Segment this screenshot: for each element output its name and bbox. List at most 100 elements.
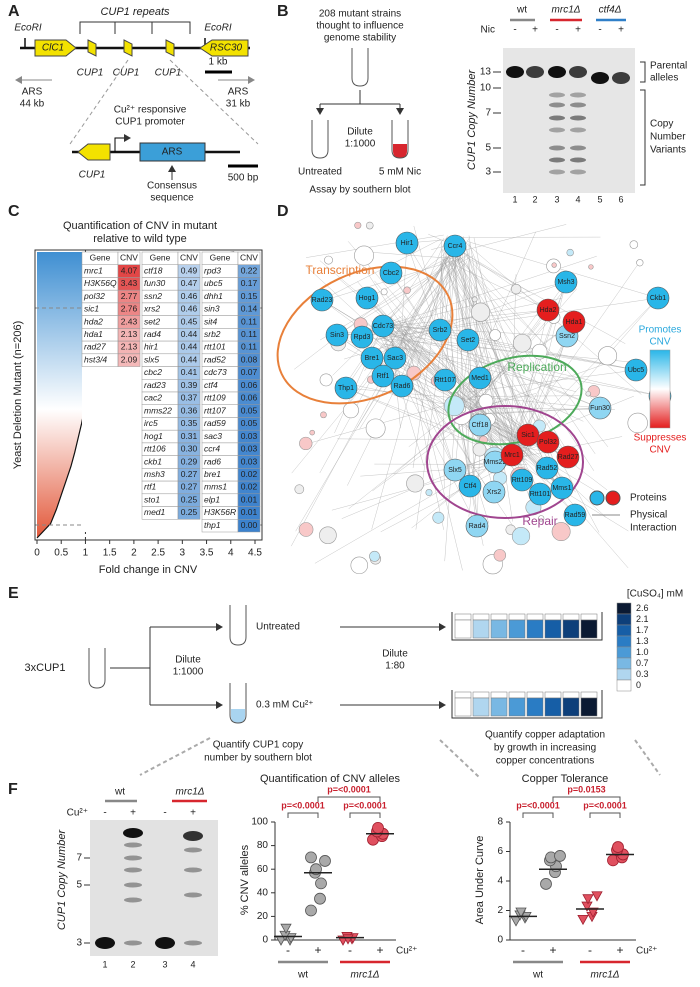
shape	[139, 142, 206, 162]
interaction	[347, 248, 465, 486]
point	[582, 894, 594, 905]
gene: rtt109	[204, 393, 226, 403]
gene: rad52	[204, 354, 226, 364]
gene: hog1	[144, 431, 163, 441]
node	[536, 298, 560, 322]
node	[627, 412, 648, 434]
interaction	[439, 245, 452, 331]
band	[549, 92, 565, 98]
cnv-value: 0.01	[241, 494, 258, 504]
node	[500, 443, 524, 467]
label: 5	[597, 194, 602, 204]
interaction	[306, 267, 382, 336]
interaction	[473, 237, 516, 453]
band	[123, 828, 143, 838]
cnv-value: 0.41	[181, 367, 198, 377]
well	[454, 697, 472, 717]
interaction	[467, 241, 659, 299]
gene: rad6	[204, 456, 221, 466]
gene: ctf18	[144, 265, 163, 275]
gene: cdc73	[204, 367, 227, 377]
bracket	[349, 812, 381, 818]
label: 1:1000	[173, 667, 204, 678]
cnv-value: 0.27	[181, 482, 198, 492]
gene: H3K56R	[204, 507, 236, 517]
interaction	[291, 242, 456, 547]
band	[549, 115, 565, 121]
x-tick-label: 3.5	[200, 548, 214, 559]
node	[566, 248, 574, 257]
label: mrc1Δ	[351, 970, 380, 981]
scale-cell	[616, 657, 632, 670]
band	[124, 842, 142, 848]
interaction	[314, 451, 508, 564]
label: CUP1 promoter	[115, 117, 185, 128]
label: Replication	[507, 360, 566, 374]
well	[580, 697, 598, 717]
point	[612, 841, 624, 853]
interaction	[400, 245, 456, 339]
interaction	[382, 256, 448, 327]
node	[334, 376, 358, 400]
label: Cu²⁺	[636, 946, 657, 957]
node	[646, 286, 670, 310]
node	[371, 364, 395, 388]
well	[526, 691, 544, 699]
gene-arrow	[77, 143, 111, 161]
node	[624, 358, 648, 382]
panel-label: C	[8, 203, 20, 220]
cnv-value: 4.07	[121, 265, 138, 275]
cnv-value: 2.13	[121, 342, 138, 352]
node-label: Hda2	[540, 307, 557, 314]
label: -	[521, 943, 525, 957]
label: wt	[516, 5, 527, 16]
cnv-value: 2.76	[121, 304, 138, 314]
node	[589, 490, 605, 506]
cnv-value: 2.09	[121, 354, 138, 364]
label: -	[348, 943, 352, 957]
panel-label: A	[8, 3, 20, 20]
label: Assay by southern blot	[309, 185, 410, 196]
node	[310, 288, 334, 312]
node-label: Rtt109	[512, 477, 533, 484]
interaction	[444, 248, 457, 381]
label: 500 bp	[228, 173, 259, 184]
well	[490, 691, 508, 699]
well	[544, 613, 562, 621]
group-outline	[276, 265, 454, 405]
bracket	[552, 796, 621, 802]
bracket	[317, 796, 381, 802]
cnv-value: 0.30	[181, 444, 198, 454]
band	[124, 855, 142, 861]
y-tick-label: 0	[262, 935, 268, 946]
node-label: Hir1	[401, 240, 414, 247]
scale-cell	[616, 679, 632, 692]
cnv-value: 0.03	[241, 444, 258, 454]
band	[570, 157, 586, 163]
interaction	[408, 390, 481, 447]
interaction	[448, 249, 547, 346]
gene-arrow	[34, 39, 77, 57]
cnv-value: 0.22	[241, 265, 258, 275]
blot	[90, 820, 218, 956]
label: Untreated	[256, 622, 300, 633]
cnv-value: 0.39	[181, 380, 198, 390]
interaction	[371, 357, 512, 463]
plate	[451, 612, 603, 641]
interaction	[454, 256, 595, 471]
gene: ssn2	[144, 291, 162, 301]
gene: xrs2	[143, 304, 160, 314]
label: 0.3 mM Cu²⁺	[256, 700, 314, 711]
label: Cu²⁺ responsive	[114, 105, 187, 116]
well	[562, 697, 580, 717]
interaction	[516, 462, 629, 532]
interaction	[413, 225, 460, 397]
point	[319, 855, 331, 867]
interaction	[386, 322, 637, 371]
well	[508, 619, 526, 639]
label: Promotes	[639, 325, 682, 336]
label: CUP1	[155, 68, 182, 79]
node	[379, 261, 403, 285]
well	[490, 697, 508, 717]
node	[443, 395, 465, 417]
